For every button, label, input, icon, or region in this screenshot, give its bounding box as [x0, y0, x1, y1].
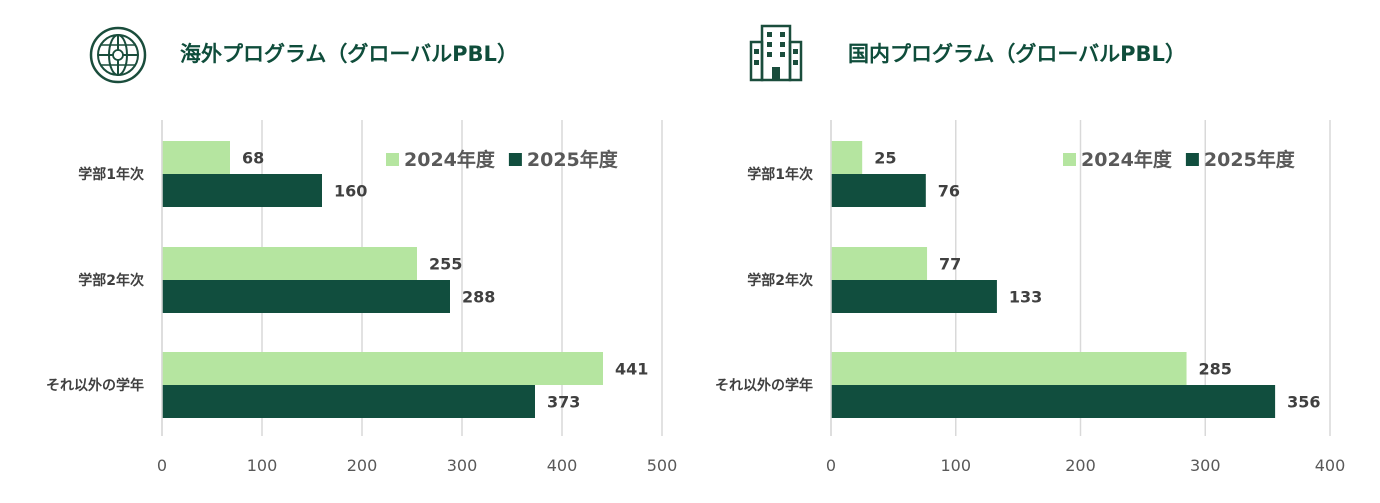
- data-label: 255: [429, 255, 462, 274]
- data-label: 373: [547, 393, 580, 412]
- x-tick-label: 100: [247, 456, 278, 475]
- data-label: 25: [874, 149, 896, 168]
- bar-series-2: [831, 385, 1276, 418]
- data-label: 133: [1009, 288, 1042, 307]
- bar-series-2: [162, 174, 322, 207]
- data-label: 441: [615, 360, 648, 379]
- category-label: 学部2年次: [747, 272, 813, 289]
- category-label: 学部1年次: [747, 166, 813, 183]
- bar-series-1: [162, 247, 417, 280]
- bar-series-1: [162, 352, 603, 385]
- legend-swatch: [508, 153, 522, 166]
- chart-panel-overseas: 海外プログラム（グローバルPBL） 0 100 200 300 400 500 学部1年次学…: [46, 25, 678, 475]
- x-tick-label: 200: [1065, 456, 1096, 475]
- data-label: 76: [938, 182, 960, 201]
- x-tick-label: 300: [447, 456, 478, 475]
- data-label: 356: [1287, 393, 1320, 412]
- bar-series-2: [162, 385, 535, 418]
- x-tick-label: 500: [647, 456, 678, 475]
- data-label: 288: [462, 288, 495, 307]
- x-tick-label: 200: [347, 456, 378, 475]
- legend-label: 2025年度: [527, 148, 619, 171]
- x-tick-label: 0: [157, 456, 167, 475]
- bar-series-1: [831, 352, 1187, 385]
- chart-panel-domestic: 国内プログラム（グローバルPBL） 0 100 200 300 400 学部1年次学部2年…: [690, 0, 1380, 503]
- data-label: 77: [939, 255, 961, 274]
- legend-swatch: [386, 153, 399, 166]
- x-tick-label: 300: [1190, 456, 1221, 475]
- category-label: それ以外の学年: [715, 377, 813, 394]
- data-label: 285: [1199, 360, 1232, 379]
- office-building-icon: [748, 22, 804, 86]
- bar-series-1: [831, 247, 928, 280]
- data-label: 68: [242, 149, 264, 168]
- legend-label: 2024年度: [404, 148, 496, 171]
- x-tick-label: 400: [1315, 456, 1346, 475]
- bar-series-2: [831, 174, 926, 207]
- legend-swatch: [1063, 153, 1076, 166]
- legend-label: 2025年度: [1204, 148, 1296, 171]
- x-tick-label: 100: [940, 456, 971, 475]
- chart-title: 国内プログラム（グローバルPBL）: [848, 42, 1186, 66]
- bar-series-1: [831, 141, 863, 174]
- globe-icon: [88, 25, 148, 89]
- category-label: それ以外の学年: [46, 377, 144, 394]
- bar-series-2: [162, 280, 450, 313]
- legend-swatch: [1185, 153, 1199, 166]
- category-label: 学部1年次: [78, 166, 144, 183]
- category-label: 学部2年次: [78, 272, 144, 289]
- x-tick-label: 0: [826, 456, 836, 475]
- chart-title: 海外プログラム（グローバルPBL）: [180, 42, 518, 66]
- x-tick-label: 400: [547, 456, 578, 475]
- data-label: 160: [334, 182, 367, 201]
- bar-series-1: [162, 141, 230, 174]
- bar-series-2: [831, 280, 997, 313]
- legend-label: 2024年度: [1081, 148, 1173, 171]
